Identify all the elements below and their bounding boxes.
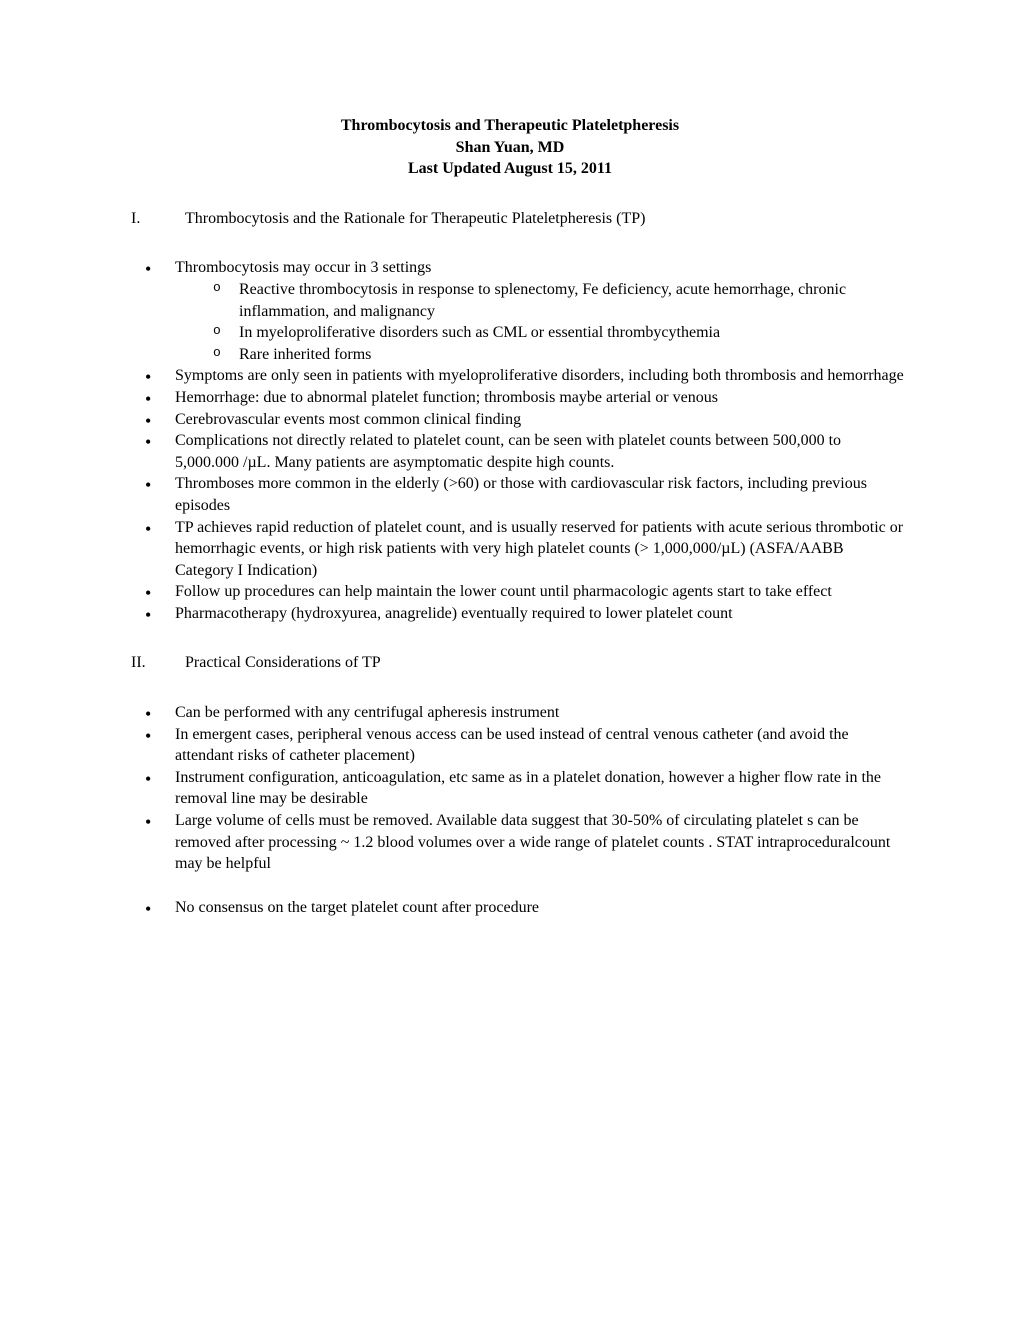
bullet-text: Thromboses more common in the elderly (>… [175, 475, 867, 514]
section-1-roman: I. [115, 208, 185, 230]
bullet-text: TP achieves rapid reduction of platelet … [175, 519, 903, 579]
section-2-heading: II. Practical Considerations of TP [115, 652, 905, 674]
list-item: No consensus on the target platelet coun… [145, 897, 905, 919]
list-item: Symptoms are only seen in patients with … [145, 365, 905, 387]
title-line-1: Thrombocytosis and Therapeutic Plateletp… [115, 115, 905, 137]
sub-text: Reactive thrombocytosis in response to s… [239, 281, 846, 320]
sub-text: Rare inherited forms [239, 346, 371, 363]
list-item: Cerebrovascular events most common clini… [145, 409, 905, 431]
bullet-text: In emergent cases, peripheral venous acc… [175, 726, 849, 765]
section-1-bullets: Thrombocytosis may occur in 3 settings R… [115, 257, 905, 624]
bullet-text: Large volume of cells must be removed. A… [175, 812, 890, 872]
section-1-heading: I. Thrombocytosis and the Rationale for … [115, 208, 905, 230]
paragraph-gap [115, 875, 905, 897]
bullet-text: No consensus on the target platelet coun… [175, 899, 539, 916]
bullet-text: Follow up procedures can help maintain t… [175, 583, 832, 600]
section-2-roman: II. [115, 652, 185, 674]
list-item: Pharmacotherapy (hydroxyurea, anagrelide… [145, 603, 905, 625]
list-item: Complications not directly related to pl… [145, 430, 905, 473]
list-item: In emergent cases, peripheral venous acc… [145, 724, 905, 767]
bullet-text: Pharmacotherapy (hydroxyurea, anagrelide… [175, 605, 733, 622]
document-title-block: Thrombocytosis and Therapeutic Plateletp… [115, 115, 905, 180]
bullet-text: Cerebrovascular events most common clini… [175, 411, 521, 428]
sub-text: In myeloproliferative disorders such as … [239, 324, 720, 341]
sub-list-item: Rare inherited forms [213, 344, 905, 366]
section-2-bullets-continued: No consensus on the target platelet coun… [115, 897, 905, 919]
title-line-3: Last Updated August 15, 2011 [115, 158, 905, 180]
bullet-text: Instrument configuration, anticoagulatio… [175, 769, 881, 808]
bullet-text: Symptoms are only seen in patients with … [175, 367, 904, 384]
bullet-text: Can be performed with any centrifugal ap… [175, 704, 559, 721]
list-item: Thrombocytosis may occur in 3 settings R… [145, 257, 905, 365]
list-item: Instrument configuration, anticoagulatio… [145, 767, 905, 810]
bullet-text: Complications not directly related to pl… [175, 432, 841, 471]
bullet-text: Hemorrhage: due to abnormal platelet fun… [175, 389, 718, 406]
list-item: Can be performed with any centrifugal ap… [145, 702, 905, 724]
title-line-2: Shan Yuan, MD [115, 137, 905, 159]
list-item: Follow up procedures can help maintain t… [145, 581, 905, 603]
sub-list: Reactive thrombocytosis in response to s… [175, 279, 905, 365]
sub-list-item: In myeloproliferative disorders such as … [213, 322, 905, 344]
list-item: Hemorrhage: due to abnormal platelet fun… [145, 387, 905, 409]
bullet-text: Thrombocytosis may occur in 3 settings [175, 259, 431, 276]
list-item: Large volume of cells must be removed. A… [145, 810, 905, 875]
section-1-title: Thrombocytosis and the Rationale for The… [185, 208, 645, 230]
section-2-title: Practical Considerations of TP [185, 652, 381, 674]
list-item: TP achieves rapid reduction of platelet … [145, 517, 905, 582]
section-2-bullets: Can be performed with any centrifugal ap… [115, 702, 905, 875]
sub-list-item: Reactive thrombocytosis in response to s… [213, 279, 905, 322]
list-item: Thromboses more common in the elderly (>… [145, 473, 905, 516]
